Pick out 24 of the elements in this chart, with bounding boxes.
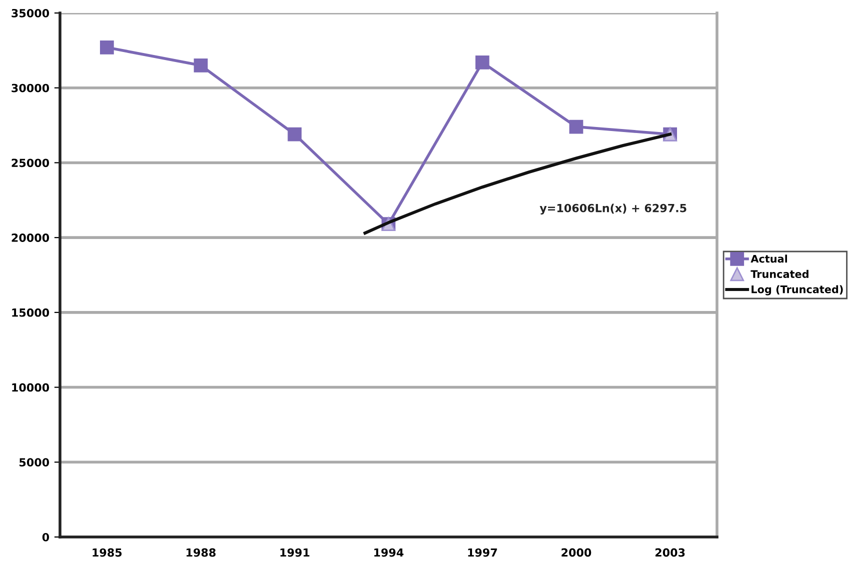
x-tick-label: 1997 <box>468 548 497 557</box>
y-tick-label: 5000 <box>20 458 50 467</box>
legend-label: Actual <box>750 254 788 263</box>
x-tick-label: 1994 <box>374 548 404 557</box>
x-tick-label: 2000 <box>562 548 592 557</box>
x-tick-label: 2003 <box>655 548 685 557</box>
y-tick-label: 10000 <box>12 383 50 392</box>
y-tick-label: 0 <box>42 532 50 542</box>
point <box>475 55 490 70</box>
y-tick-label: 25000 <box>12 158 50 168</box>
legend-label: Log (Truncated) <box>752 285 843 296</box>
y-tick-label: 15000 <box>12 308 50 317</box>
point <box>100 40 114 54</box>
y-tick-label: 35000 <box>12 8 50 18</box>
point <box>194 58 208 72</box>
annotation: y=10606Ln(x) + 6297.5 <box>540 204 686 215</box>
point <box>569 120 584 134</box>
y-tick-label: 20000 <box>12 234 50 242</box>
x-tick-label: 1985 <box>92 548 122 557</box>
point <box>288 127 302 142</box>
legend-label: Truncated <box>750 270 808 278</box>
y-tick-label: 30000 <box>12 84 50 92</box>
x-tick-label: 1991 <box>280 548 310 557</box>
x-tick-label: 1988 <box>186 548 216 557</box>
